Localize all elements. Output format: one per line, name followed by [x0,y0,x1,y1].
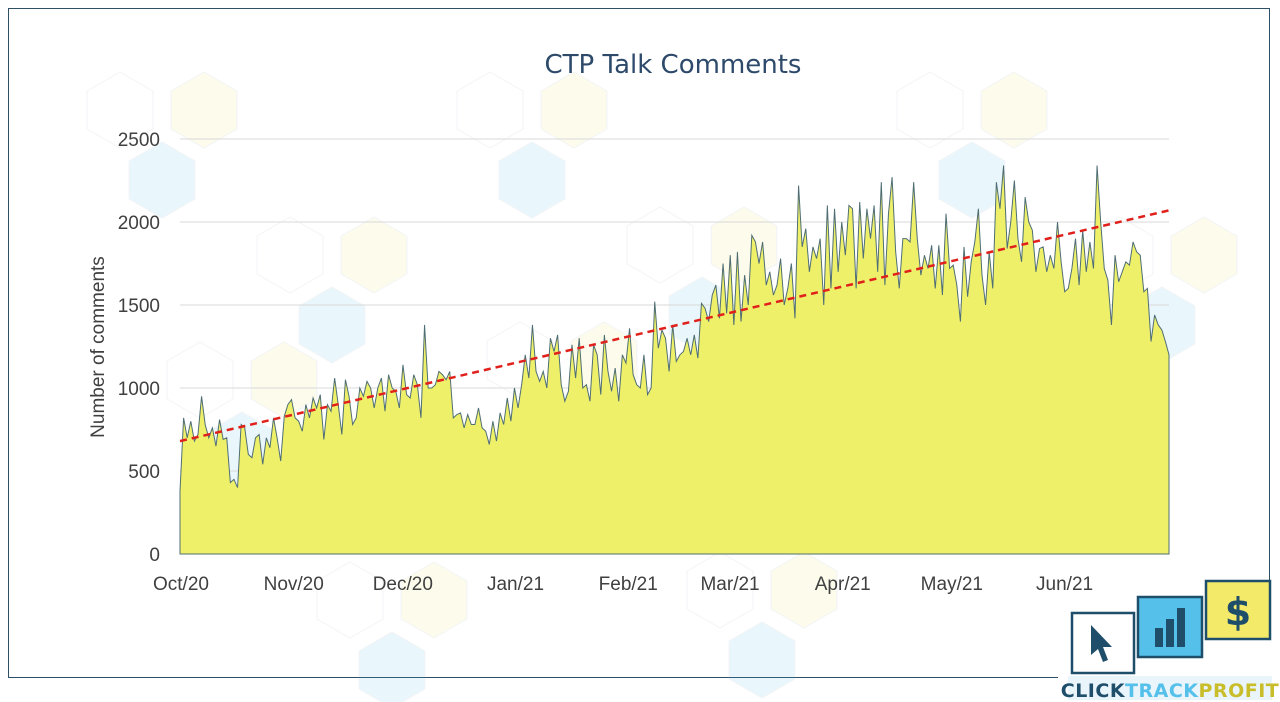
y-tick-label: 2500 [118,130,160,151]
watermark-hexagon [710,206,778,284]
watermark-hexagon [896,71,964,149]
y-tick-label: 1000 [118,379,160,400]
watermark-hexagon [358,631,426,702]
watermark-hexagon [456,71,524,149]
brand-logo: $ CLICKTRACKPROFIT [1058,579,1280,702]
watermark-hexagon [686,551,754,629]
watermark-hexagon [166,341,234,419]
watermark-hexagon [340,216,408,294]
watermark-hexagon [400,561,468,639]
cursor-icon [1070,611,1136,675]
watermark-hexagon [256,216,324,294]
watermark-hexagon [938,141,1006,219]
x-axis-ticks: Oct/20 Nov/20 Dec/20 Jan/21 Feb/21 Mar/21 Apr/… [153,574,1093,595]
watermark-hexagon [86,71,154,149]
trendline [179,209,1170,443]
watermark-hexagon [498,141,566,219]
watermark-hexagon [626,206,694,284]
y-tick-label: 2000 [118,213,160,234]
x-tick-label: May/21 [921,574,983,595]
watermark-hexagon [728,621,796,699]
bar-chart-icon [1136,595,1204,659]
watermark-hexagon [170,71,238,149]
y-tick-label: 500 [128,462,160,483]
area-series-path [179,165,1170,555]
x-tick-label: Apr/21 [815,574,871,595]
y-tick-label: 1500 [118,296,160,317]
watermark-hexagon [980,71,1048,149]
trendline-line [179,209,1170,443]
x-tick-label: Oct/20 [153,574,209,595]
chart-title: CTP Talk Comments [545,50,802,80]
watermark-hexagon [298,286,366,364]
watermark-hexagon [540,71,608,149]
watermark-hexagon [250,341,318,419]
x-tick-label: Jan/21 [487,574,544,595]
watermark-hexagon [1170,216,1238,294]
area-series [179,165,1170,555]
x-tick-label: Dec/20 [373,574,433,595]
y-tick-label: 0 [149,545,160,566]
watermark-hexagon [128,141,196,219]
dollar-icon: $ [1204,579,1272,641]
x-tick-label: Feb/21 [599,574,658,595]
x-tick-label: Jun/21 [1036,574,1093,595]
y-axis-ticks: 0 500 1000 1500 2000 2500 [118,130,160,566]
x-tick-label: Mar/21 [700,574,759,595]
y-axis-label: Number of comments [88,256,109,438]
watermark-hexagon [316,561,384,639]
brand-wordmark: CLICKTRACKPROFIT [1061,680,1279,702]
svg-text:$: $ [1225,590,1251,634]
x-tick-label: Nov/20 [264,574,324,595]
watermark-hexagon [770,551,838,629]
